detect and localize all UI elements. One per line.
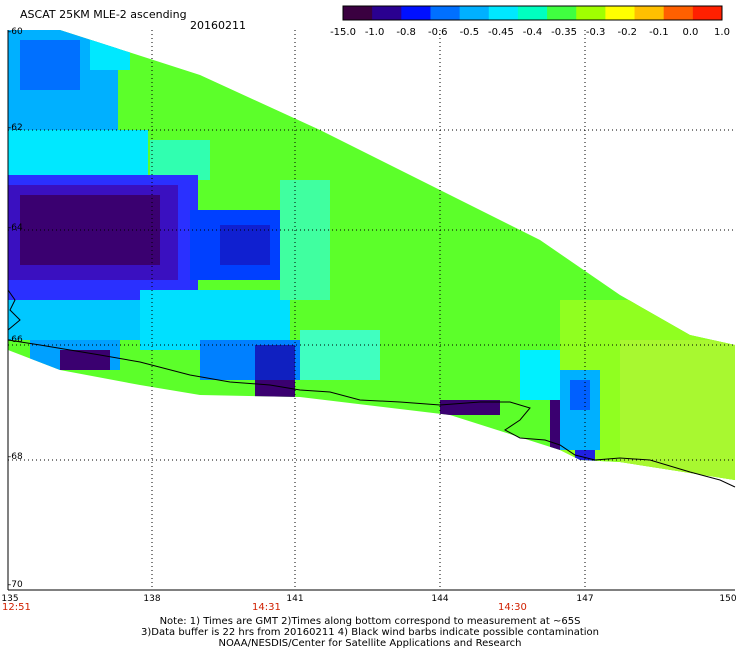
colorbar-tick-label: -0.4	[522, 27, 543, 38]
colorbar-tick-label: 1.0	[714, 27, 730, 38]
colorbar-swatch	[401, 6, 431, 20]
lat-label: -60	[8, 27, 23, 37]
colorbar-swatch	[663, 6, 694, 20]
lon-label: 144	[431, 594, 449, 604]
colorbar-tick-label: -0.6	[427, 27, 448, 38]
product-date: 20160211	[190, 19, 246, 32]
lon-label: 147	[576, 594, 594, 604]
colorbar-swatch	[459, 6, 490, 20]
colorbar-tick-label: -0.1	[649, 27, 669, 38]
colorbar-tick-label: -0.5	[459, 27, 480, 38]
lat-label: -70	[8, 580, 23, 590]
colorbar-swatch	[634, 6, 665, 20]
colorbar-swatch	[576, 6, 606, 20]
colorbar-swatch	[605, 6, 636, 20]
lon-label: 141	[286, 594, 304, 604]
colorbar-tick-label: -15.0	[330, 27, 356, 38]
colorbar-tick-label: -0.45	[487, 27, 514, 38]
lat-label: -62	[8, 123, 23, 133]
colorbar	[342, 5, 723, 21]
colorbar-swatch	[488, 6, 519, 20]
colorbar-swatch	[547, 6, 577, 20]
coastline-west	[7, 289, 21, 331]
product-title: ASCAT 25KM MLE-2 ascending	[20, 8, 187, 21]
time-label: 14:31	[252, 602, 281, 613]
note-line-3: NOAA/NESDIS/Center for Satellite Applica…	[218, 638, 522, 649]
lat-label: -66	[8, 335, 23, 345]
colorbar-tick-label: -0.3	[585, 27, 606, 38]
time-label: 14:30	[498, 602, 527, 613]
lat-label: -64	[8, 223, 23, 233]
colorbar-swatch	[517, 6, 548, 20]
colorbar-swatch	[343, 6, 373, 20]
lon-label: 135	[1, 594, 19, 604]
graticule	[8, 30, 735, 590]
lon-label: 150	[719, 594, 737, 604]
colorbar-tick-label: -0.35	[551, 27, 578, 38]
note-line-1: Note: 1) Times are GMT 2)Times along bot…	[159, 616, 581, 627]
colorbar-tick-label: -0.2	[617, 27, 638, 38]
colorbar-swatch	[430, 6, 461, 20]
lon-label: 138	[143, 594, 161, 604]
colorbar-tick-label: -0.8	[396, 27, 416, 38]
colorbar-tick-label: 0.0	[682, 27, 699, 38]
colorbar-swatch	[372, 6, 402, 20]
time-label: 12:51	[2, 602, 31, 613]
coastline	[7, 339, 736, 488]
colorbar-tick-label: -1.0	[364, 27, 385, 38]
colorbar-swatch	[692, 6, 723, 20]
lat-label: -68	[8, 452, 23, 462]
note-line-2: 3)Data buffer is 22 hrs from 20160211 4)…	[141, 627, 599, 638]
